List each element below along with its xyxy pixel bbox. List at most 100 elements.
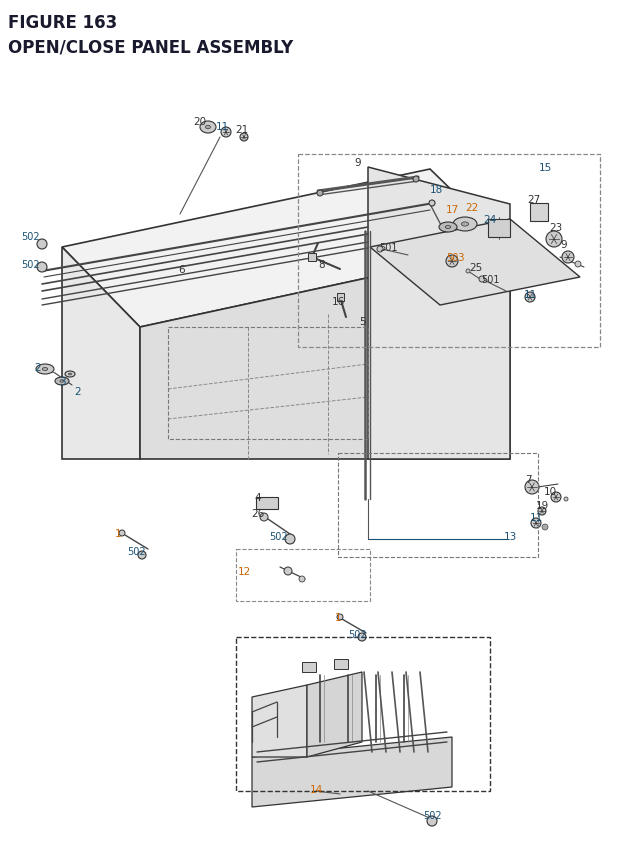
Text: 4: 4 (255, 492, 261, 503)
Circle shape (575, 262, 581, 268)
Bar (308, 254, 316, 262)
Bar (236, 549, 370, 601)
Text: FIGURE 163: FIGURE 163 (8, 14, 117, 32)
Text: 14: 14 (309, 784, 323, 794)
Text: 503: 503 (445, 253, 464, 263)
Ellipse shape (68, 374, 72, 375)
Text: 1: 1 (115, 529, 122, 538)
Text: 22: 22 (465, 202, 479, 213)
Bar (302, 662, 316, 672)
Polygon shape (252, 737, 452, 807)
Circle shape (285, 535, 295, 544)
Circle shape (240, 133, 248, 142)
Text: 23: 23 (549, 223, 563, 232)
Text: 24: 24 (483, 214, 497, 225)
Circle shape (260, 513, 268, 522)
Text: 2: 2 (75, 387, 81, 397)
Ellipse shape (65, 372, 75, 378)
Ellipse shape (42, 368, 48, 371)
Text: 10: 10 (543, 486, 557, 497)
Circle shape (138, 551, 146, 560)
Text: 25: 25 (469, 263, 483, 273)
Ellipse shape (461, 223, 468, 226)
Bar (334, 660, 348, 669)
Text: OPEN/CLOSE PANEL ASSEMBLY: OPEN/CLOSE PANEL ASSEMBLY (8, 38, 293, 56)
Bar (256, 498, 278, 510)
Circle shape (337, 614, 343, 620)
Circle shape (538, 507, 546, 516)
Text: 16: 16 (332, 297, 344, 307)
Text: 6: 6 (179, 264, 186, 275)
Text: 26: 26 (252, 508, 264, 518)
Polygon shape (62, 170, 510, 328)
Text: 501: 501 (481, 275, 499, 285)
Text: 19: 19 (536, 500, 548, 511)
Circle shape (317, 191, 323, 197)
Text: 18: 18 (429, 185, 443, 195)
Circle shape (429, 201, 435, 207)
Circle shape (221, 127, 231, 138)
Ellipse shape (453, 218, 477, 232)
Ellipse shape (36, 364, 54, 375)
Text: 2: 2 (35, 362, 42, 373)
Text: 12: 12 (237, 567, 251, 576)
Text: 9: 9 (561, 239, 567, 250)
Circle shape (37, 263, 47, 273)
Polygon shape (368, 168, 510, 460)
Circle shape (551, 492, 561, 503)
Polygon shape (62, 248, 140, 460)
Circle shape (479, 276, 485, 282)
Circle shape (358, 633, 366, 641)
Circle shape (284, 567, 292, 575)
Text: 1: 1 (335, 612, 341, 623)
Ellipse shape (60, 381, 64, 383)
Bar (337, 294, 344, 301)
Polygon shape (252, 685, 307, 757)
Bar (298, 155, 600, 348)
Polygon shape (370, 220, 580, 306)
Text: 5: 5 (358, 317, 365, 326)
Circle shape (562, 251, 574, 263)
Circle shape (525, 480, 539, 494)
Text: 502: 502 (348, 629, 366, 639)
Circle shape (542, 524, 548, 530)
Text: 502: 502 (20, 232, 39, 242)
Circle shape (466, 269, 470, 274)
Text: 11: 11 (529, 512, 543, 523)
Circle shape (546, 232, 562, 248)
Circle shape (299, 576, 305, 582)
Text: 502: 502 (20, 260, 39, 269)
Circle shape (413, 177, 419, 183)
Text: 9: 9 (355, 158, 362, 168)
Ellipse shape (439, 223, 457, 232)
Ellipse shape (445, 226, 451, 229)
Circle shape (119, 530, 125, 536)
Text: 3: 3 (59, 376, 65, 387)
Text: 15: 15 (538, 163, 552, 173)
Bar (530, 204, 548, 222)
Text: 7: 7 (525, 474, 531, 485)
Circle shape (377, 247, 383, 253)
Circle shape (531, 518, 541, 529)
Bar (338, 454, 538, 557)
Text: 502: 502 (269, 531, 287, 542)
Circle shape (564, 498, 568, 501)
Polygon shape (307, 672, 362, 757)
Text: 502: 502 (127, 547, 145, 556)
Text: 11: 11 (216, 122, 228, 132)
Text: 502: 502 (422, 810, 442, 820)
Circle shape (427, 816, 437, 826)
Bar (488, 220, 510, 238)
Text: 11: 11 (524, 289, 536, 300)
Text: 20: 20 (193, 117, 207, 127)
Circle shape (446, 256, 458, 268)
Text: 27: 27 (527, 195, 541, 205)
Polygon shape (140, 248, 510, 460)
Bar (236, 637, 490, 791)
Ellipse shape (55, 378, 69, 386)
Bar (168, 328, 368, 439)
Text: 8: 8 (319, 260, 325, 269)
Text: 13: 13 (504, 531, 516, 542)
Text: 17: 17 (445, 205, 459, 214)
Circle shape (525, 293, 535, 303)
